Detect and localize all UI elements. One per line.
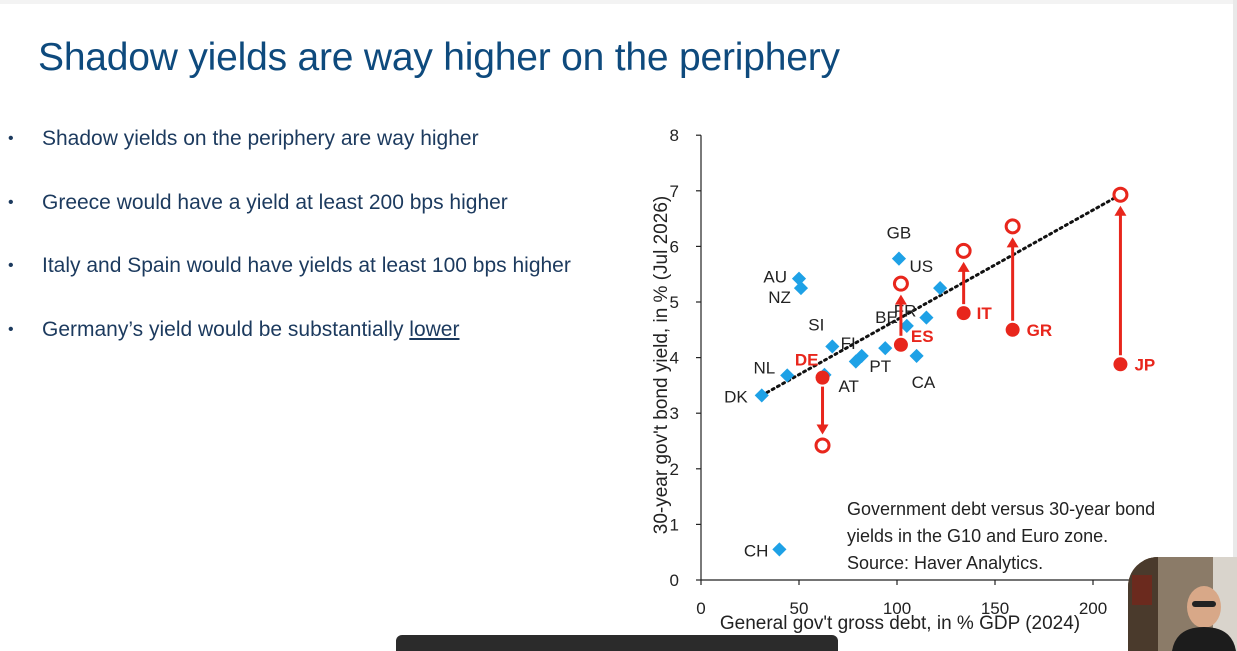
shadow-arrow-head (957, 261, 970, 272)
y-tick-label: 7 (670, 182, 679, 201)
data-label: CH (744, 541, 769, 560)
trendline (760, 193, 1122, 397)
y-tick-label: 2 (670, 460, 679, 479)
data-label: SI (808, 315, 824, 334)
bullet-item: • Greece would have a yield at least 200 … (0, 182, 640, 246)
data-point-blue (780, 368, 795, 383)
data-point-blue (933, 281, 948, 296)
data-point-blue (791, 271, 807, 286)
scrollbar-strip (1233, 0, 1237, 651)
bullet-text: Italy and Spain would have yields at lea… (42, 254, 571, 277)
bullet-list: • Shadow yields on the periphery are way … (0, 118, 640, 372)
data-label-red: ES (911, 327, 934, 346)
window-top-bar (0, 0, 1237, 4)
data-point-red (1113, 357, 1128, 372)
shadow-yield-point (955, 242, 972, 259)
shadow-yield-point (1004, 218, 1021, 235)
data-label: NZ (768, 288, 791, 307)
data-label: AU (763, 268, 787, 287)
data-point-blue (793, 281, 809, 296)
y-axis-label: 30-year gov't bond yield, in % (Jul 2026… (651, 196, 672, 534)
bullet-icon: • (8, 320, 14, 338)
data-label-red: JP (1134, 355, 1155, 374)
data-point-red (956, 306, 971, 321)
shadow-arrow-head (816, 424, 829, 435)
shadow-arrow-head (894, 294, 907, 305)
x-tick-label: 100 (883, 599, 911, 618)
y-tick-label: 0 (670, 571, 679, 590)
data-label: NL (754, 358, 776, 377)
data-label: US (909, 257, 933, 276)
data-point-blue (848, 354, 863, 369)
data-point-blue (891, 251, 907, 266)
data-point-blue (825, 339, 840, 354)
x-axis-label: General gov't gross debt, in % GDP (2024… (720, 613, 1080, 634)
data-point-red (893, 337, 908, 352)
y-tick-label: 1 (670, 515, 679, 534)
data-point-blue (909, 348, 924, 364)
data-label: AT (838, 377, 858, 396)
chart-annotation-line: Source: Haver Analytics. (847, 553, 1043, 573)
shadow-yield-point (892, 275, 909, 292)
shadow-arrow-head (1006, 237, 1019, 248)
bullet-icon: • (8, 130, 14, 147)
bullet-item: • Germany’s yield would be substantially … (0, 309, 640, 373)
data-point-blue (899, 318, 914, 333)
data-label: FR (894, 302, 917, 321)
data-label: BE (875, 308, 898, 327)
y-tick-label: 3 (670, 404, 679, 423)
data-label: GB (887, 224, 912, 243)
bullet-item: • Italy and Spain would have yields at le… (0, 245, 640, 309)
data-label-red: GR (1027, 321, 1053, 340)
data-label-red: DE (795, 351, 819, 370)
shadow-yield-point (1112, 186, 1129, 203)
x-tick-label: 0 (696, 599, 705, 618)
slide-title: Shadow yields are way higher on the peri… (38, 36, 840, 79)
data-label-red: IT (977, 304, 993, 323)
data-label: PT (869, 357, 891, 376)
x-tick-label: 200 (1079, 599, 1107, 618)
bullet-icon: • (8, 193, 14, 211)
y-tick-label: 5 (670, 293, 679, 312)
y-tick-label: 8 (670, 126, 679, 145)
video-control-bar[interactable] (396, 635, 838, 651)
data-label: FI (841, 334, 856, 353)
shadow-yield-point (814, 437, 831, 454)
shadow-arrow-head (1114, 205, 1127, 216)
data-label: DK (724, 387, 748, 406)
bullet-text: Germany’s yield would be substantially (42, 317, 410, 341)
data-point-red (815, 370, 830, 385)
y-tick-label: 6 (670, 237, 679, 256)
bullet-text: Shadow yields on the periphery are way h… (42, 127, 479, 150)
bullet-text: Greece would have a yield at least 200 b… (42, 190, 508, 214)
data-point-blue (754, 388, 769, 403)
chart-annotation-line: yields in the G10 and Euro zone. (847, 526, 1108, 546)
x-tick-label: 50 (790, 599, 809, 618)
presenter-video-icon (1128, 557, 1237, 651)
bullet-item: • Shadow yields on the periphery are way … (0, 118, 640, 182)
data-point-red (1005, 322, 1020, 337)
data-point-blue (772, 542, 787, 557)
webcam-thumbnail[interactable] (1128, 557, 1237, 651)
bullet-underlined-text: lower (409, 317, 460, 341)
chart-annotation-line: Government debt versus 30-year bond (847, 499, 1155, 519)
data-point-blue (878, 341, 893, 356)
data-point-blue (919, 310, 934, 325)
y-tick-label: 4 (670, 349, 679, 368)
data-label: CA (912, 373, 936, 392)
bullet-icon: • (8, 257, 14, 274)
x-tick-label: 150 (981, 599, 1009, 618)
